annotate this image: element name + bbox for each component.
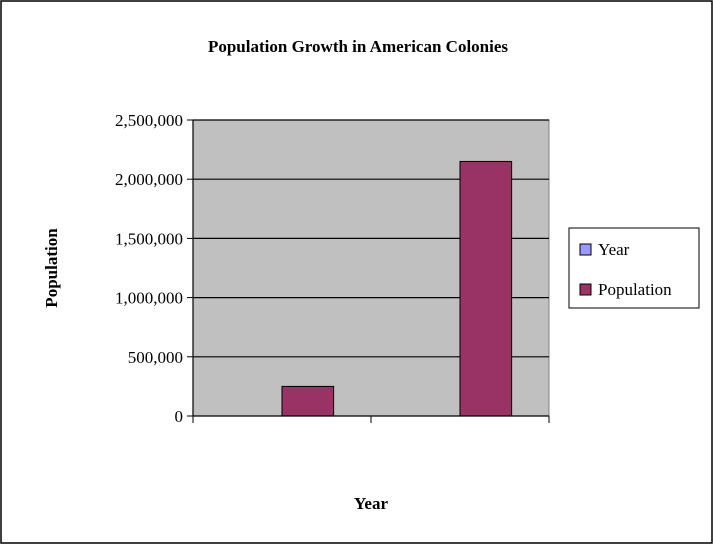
legend-swatch-population bbox=[579, 283, 592, 296]
legend-label-population: Population bbox=[598, 280, 672, 299]
legend: Year Population bbox=[568, 227, 700, 309]
x-axis-title: Year bbox=[354, 494, 388, 513]
y-tick-label: 500,000 bbox=[128, 348, 183, 367]
bars bbox=[281, 160, 513, 417]
bar-population bbox=[281, 385, 335, 417]
y-tick-label: 2,000,000 bbox=[115, 170, 183, 189]
axes bbox=[187, 119, 550, 423]
y-tick-label: 1,500,000 bbox=[115, 229, 183, 248]
legend-label-year: Year bbox=[598, 240, 630, 259]
chart-title: Population Growth in American Colonies bbox=[208, 37, 508, 56]
bar-population bbox=[459, 160, 513, 417]
y-tick-label: 2,500,000 bbox=[115, 111, 183, 130]
y-axis-title: Population bbox=[42, 228, 61, 308]
y-tick-label: 1,000,000 bbox=[115, 289, 183, 308]
legend-swatch-year bbox=[579, 243, 592, 256]
y-tick-labels: 0 500,000 1,000,000 1,500,000 2,000,000 2,500… bbox=[115, 111, 183, 426]
y-tick-label: 0 bbox=[175, 407, 184, 426]
